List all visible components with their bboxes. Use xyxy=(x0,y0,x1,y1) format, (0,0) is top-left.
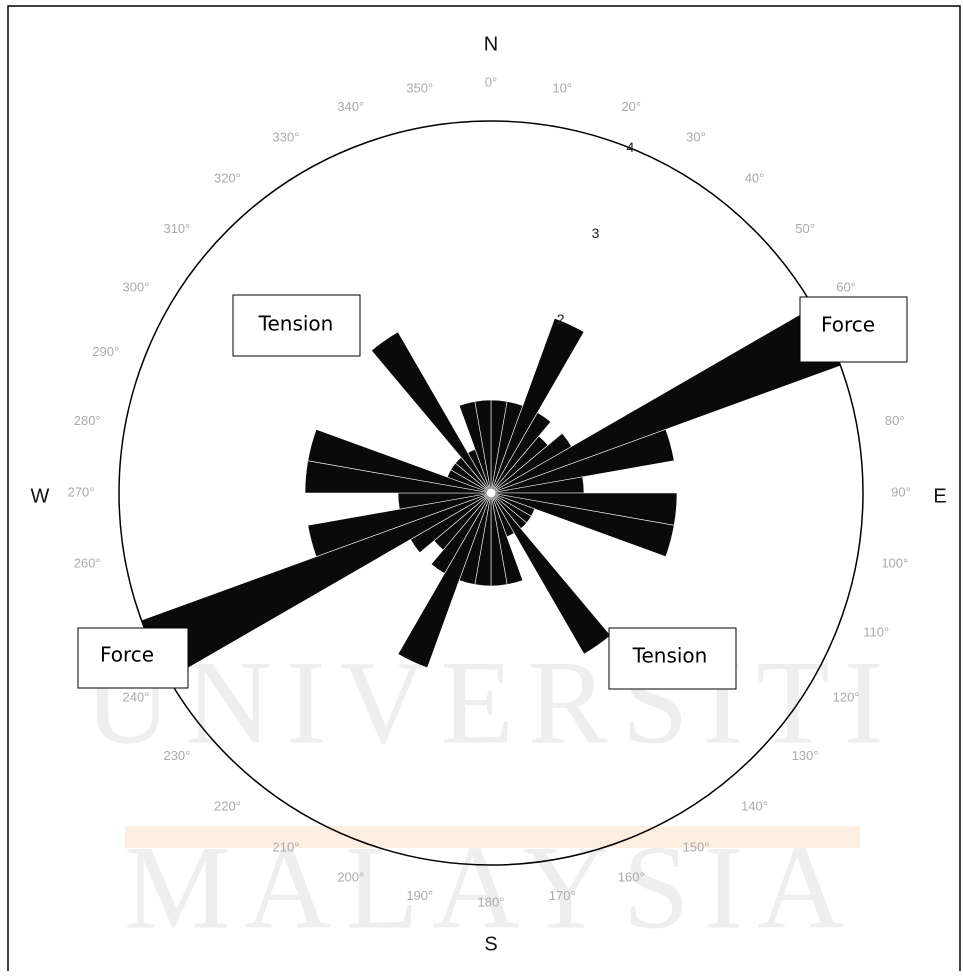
annotation-text: Tension xyxy=(632,644,708,668)
angle-label: 180° xyxy=(478,894,505,909)
annotation: Tension xyxy=(608,627,737,690)
angle-label: 30° xyxy=(686,129,706,144)
angle-label: 300° xyxy=(122,279,149,294)
petal xyxy=(474,399,492,494)
r-tick-label: 2 xyxy=(557,311,565,327)
angle-label: 60° xyxy=(836,279,856,294)
watermark-band xyxy=(125,826,860,848)
angle-label: 260° xyxy=(74,556,101,571)
angle-label: 320° xyxy=(214,170,241,185)
angle-label: 220° xyxy=(214,799,241,814)
angle-label: 50° xyxy=(795,221,815,236)
annotation: Force xyxy=(799,296,908,363)
watermark: MALAYSIA xyxy=(124,821,858,954)
angle-label: 40° xyxy=(745,170,765,185)
angle-label: 280° xyxy=(74,413,101,428)
petal xyxy=(490,412,552,494)
annotation: Tension xyxy=(232,294,361,357)
watermark: UNIVERSITI xyxy=(84,636,897,769)
angle-label: 160° xyxy=(618,870,645,885)
angle-label: 310° xyxy=(163,221,190,236)
angle-label: 240° xyxy=(122,689,149,704)
angle-label: 350° xyxy=(406,81,433,96)
petal xyxy=(307,492,492,558)
compass-label: W xyxy=(31,485,50,507)
angle-label: 340° xyxy=(337,99,364,114)
angle-label: 10° xyxy=(552,81,572,96)
annotation-box xyxy=(799,296,908,363)
petal xyxy=(490,317,585,494)
center-dot xyxy=(485,487,497,499)
angle-label: 150° xyxy=(683,840,710,855)
angle-label: 200° xyxy=(337,870,364,885)
angle-label: 230° xyxy=(163,748,190,763)
angle-label: 90° xyxy=(891,484,911,499)
compass-label: S xyxy=(484,933,497,955)
compass-label: N xyxy=(484,33,498,55)
angle-label: 0° xyxy=(485,74,497,89)
angle-label: 210° xyxy=(273,840,300,855)
angle-label: 170° xyxy=(549,888,576,903)
angle-label: 120° xyxy=(833,689,860,704)
angle-label: 270° xyxy=(68,484,95,499)
frame xyxy=(7,5,961,976)
angle-label: 130° xyxy=(792,748,819,763)
petal xyxy=(430,492,492,574)
petal xyxy=(490,428,675,494)
angle-label: 80° xyxy=(885,413,905,428)
r-tick-label: 3 xyxy=(592,225,600,241)
r-tick-label: 4 xyxy=(626,139,634,155)
annotation-text: Force xyxy=(821,313,875,337)
annotation-text: Force xyxy=(100,643,154,667)
annotation-box xyxy=(232,294,361,357)
petal xyxy=(397,492,492,669)
petal xyxy=(371,331,492,494)
outer-ring xyxy=(118,120,864,866)
compass-label: E xyxy=(933,485,946,507)
angle-label: 100° xyxy=(881,556,908,571)
angle-label: 190° xyxy=(406,888,433,903)
annotation-text: Tension xyxy=(258,312,334,336)
petal xyxy=(307,428,492,494)
angle-label: 110° xyxy=(863,625,889,640)
angle-label: 140° xyxy=(741,799,768,814)
petal xyxy=(490,492,675,558)
angle-label: 330° xyxy=(273,129,300,144)
annotation-box xyxy=(608,627,737,690)
annotation: Force xyxy=(77,627,189,689)
angle-label: 290° xyxy=(92,344,119,359)
angle-label: 20° xyxy=(621,99,641,114)
annotation-box xyxy=(77,627,189,689)
